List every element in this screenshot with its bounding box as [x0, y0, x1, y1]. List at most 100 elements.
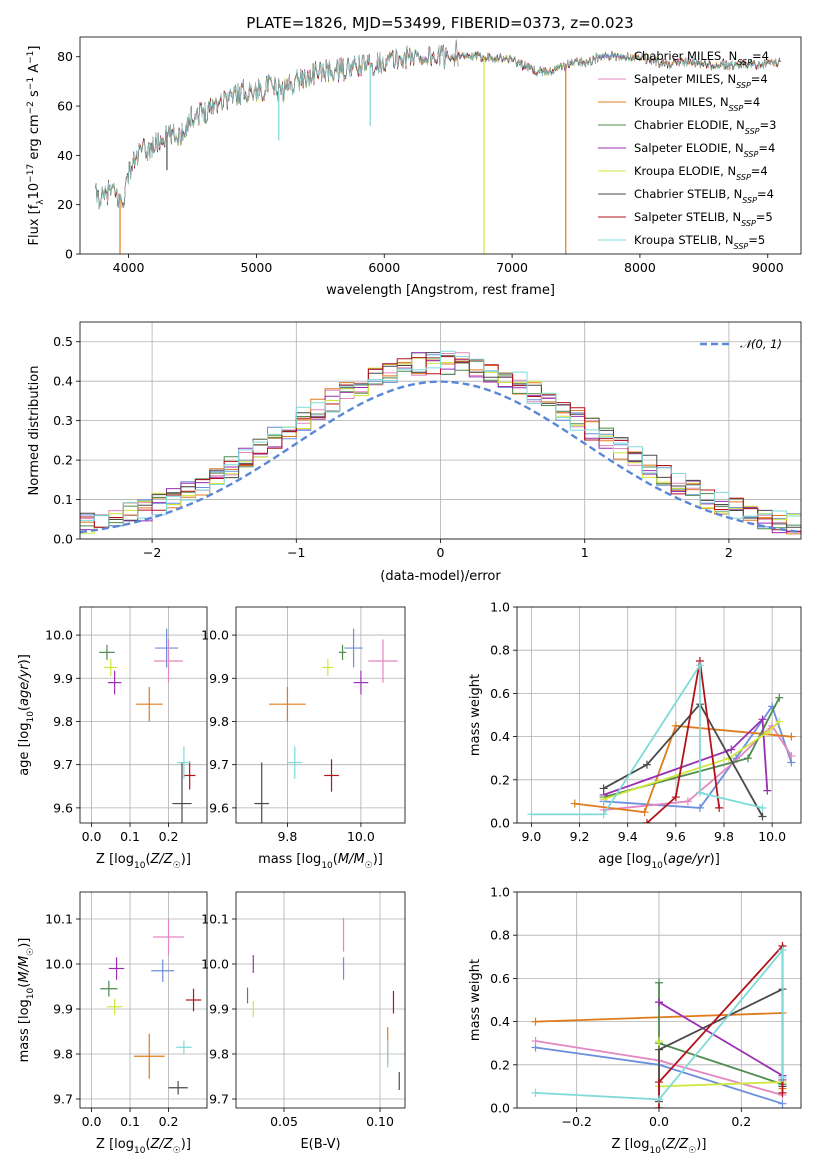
- y-tick-label: 0.0: [53, 532, 73, 547]
- axes-frame: [79, 36, 802, 255]
- weight-marker: [778, 1099, 787, 1108]
- weight-marker: [642, 819, 651, 823]
- x-tick-label: 0.2: [159, 1114, 179, 1129]
- legend-label: Kroupa ELODIE, NSSP=4: [634, 164, 768, 182]
- weight-line: [531, 662, 763, 816]
- x-axis-label: Z [log10(Z/Z☉)]: [612, 1137, 707, 1156]
- y-tick-label: 9.7: [53, 1092, 73, 1107]
- x-tick-label: 9.4: [618, 829, 638, 844]
- y-tick-label: 0.8: [490, 643, 510, 658]
- weight-marker: [758, 812, 767, 821]
- x-axis-label: mass [log10(M/M☉)]: [258, 852, 383, 871]
- weight-line: [535, 947, 784, 1101]
- weight-marker: [570, 799, 579, 808]
- y-axis-label: mass [log10(M/M☉)]: [17, 938, 36, 1063]
- weight-marker: [727, 745, 736, 754]
- panel-mass-vs-EBV: 0.05 0.10 9.7 9.8 9.9 10.0 10.1 E(B-V): [201, 891, 406, 1152]
- y-tick-label: 9.9: [53, 671, 73, 686]
- x-tick-label: 8000: [624, 260, 656, 275]
- y-tick-label: 0.1: [53, 492, 73, 507]
- weight-marker: [778, 946, 787, 955]
- legend-label: Kroupa MILES, NSSP=4: [634, 95, 760, 113]
- weight-marker: [683, 797, 692, 806]
- weight-marker: [640, 808, 649, 817]
- x-tick-label: 0.1: [120, 1114, 140, 1129]
- normal-curve: [80, 380, 801, 534]
- errorbars: [246, 917, 400, 1090]
- y-tick-label: 60: [57, 99, 73, 114]
- weight-marker: [695, 661, 704, 670]
- x-axis-label: (data-model)/error: [380, 569, 501, 584]
- y-axis-label: mass weight: [468, 959, 483, 1041]
- panel-mass-vs-Z: 0.0 0.1 0.2 9.7 9.8 9.9 10.0 10.1 Z [log10(Z/Z☉)…: [17, 891, 208, 1156]
- weight-marker: [744, 754, 753, 763]
- y-tick-label: 0.4: [490, 1014, 510, 1029]
- weight-marker: [655, 978, 663, 987]
- x-tick-label: 6000: [368, 260, 400, 275]
- x-tick-label: 0.0: [82, 829, 102, 844]
- figure-title: PLATE=1826, MJD=53499, FIBERID=0373, z=0…: [246, 14, 633, 32]
- y-axis-label: mass weight: [468, 674, 483, 756]
- x-axis-label: E(B-V): [300, 1137, 340, 1152]
- weight-marker: [758, 803, 767, 812]
- y-tick-label: 40: [57, 148, 73, 163]
- weight-marker: [655, 1078, 663, 1087]
- weight-marker: [531, 1017, 540, 1026]
- weight-marker: [527, 810, 536, 819]
- weight-line: [646, 660, 721, 823]
- weight-line: [603, 702, 764, 817]
- x-tick-label: 0.10: [366, 1114, 394, 1129]
- y-tick-label: 10.0: [201, 957, 229, 972]
- x-tick-label: 9.8: [714, 829, 734, 844]
- y-tick-label: 9.6: [209, 800, 229, 815]
- weight-marker: [531, 1037, 540, 1046]
- x-tick-label: 0.2: [731, 1114, 751, 1129]
- y-tick-label: 10.1: [201, 912, 229, 927]
- weight-marker: [671, 721, 680, 730]
- weight-marker: [778, 1073, 787, 1082]
- h-alpha-line: [453, 39, 459, 67]
- x-tick-label: 9000: [752, 260, 784, 275]
- weight-marker: [671, 793, 680, 802]
- legend-label: Chabrier STELIB, NSSP=4: [634, 187, 774, 205]
- y-tick-label: 80: [57, 49, 73, 64]
- y-tick-label: 0.5: [53, 334, 73, 349]
- axes-frame: [235, 891, 406, 1109]
- y-tick-label: 20: [57, 197, 73, 212]
- y-tick-label: 9.6: [53, 800, 73, 815]
- x-tick-label: 9.0: [521, 829, 541, 844]
- axes-frame: [516, 891, 802, 1109]
- y-tick-label: 0.2: [490, 1057, 510, 1072]
- x-axis-label: wavelength [Angstrom, rest frame]: [326, 283, 555, 298]
- y-tick-label: 0.0: [490, 816, 510, 831]
- panel-age-vs-Z: 0.0 0.1 0.2 9.6 9.7 9.8 9.9 10.0 Z [log10(Z/Z☉)]…: [17, 606, 208, 871]
- weight-marker: [655, 1095, 663, 1104]
- x-tick-label: 9.2: [570, 829, 590, 844]
- weight-marker: [642, 760, 651, 769]
- errorbars: [254, 628, 398, 823]
- weight-lines: [531, 942, 787, 1108]
- weight-lines: [527, 657, 796, 823]
- spectrum-lines: [95, 39, 781, 254]
- y-axis-label: Normed distribution: [27, 366, 42, 496]
- legend-label: Chabrier ELODIE, NSSP=3: [634, 118, 776, 136]
- weight-marker: [763, 728, 772, 737]
- weight-marker: [775, 717, 784, 726]
- x-tick-label: 0.1: [120, 829, 140, 844]
- legend-label: Kroupa STELIB, NSSP=5: [634, 233, 765, 251]
- y-tick-label: 9.9: [209, 671, 229, 686]
- y-tick-label: 0.4: [490, 729, 510, 744]
- x-tick-label: 10.0: [758, 829, 786, 844]
- x-tick-label: 10.0: [347, 829, 375, 844]
- weight-marker: [758, 715, 767, 724]
- weight-marker: [655, 1045, 663, 1054]
- panel-weight-vs-age: 9.0 9.2 9.4 9.6 9.8 10.0 0.0 0.2 0.4 0.6 0.8 1.0 age…: [468, 600, 802, 871]
- weight-marker: [763, 786, 772, 795]
- weight-marker: [655, 1104, 663, 1108]
- weight-marker: [775, 693, 784, 702]
- x-axis-label: age [log10(age/yr)]: [598, 852, 720, 871]
- y-tick-label: 9.9: [209, 1002, 229, 1017]
- y-tick-label: 0.2: [53, 453, 73, 468]
- legend-label: 𝒩(0, 1): [740, 337, 782, 351]
- y-tick-label: 9.7: [209, 1092, 229, 1107]
